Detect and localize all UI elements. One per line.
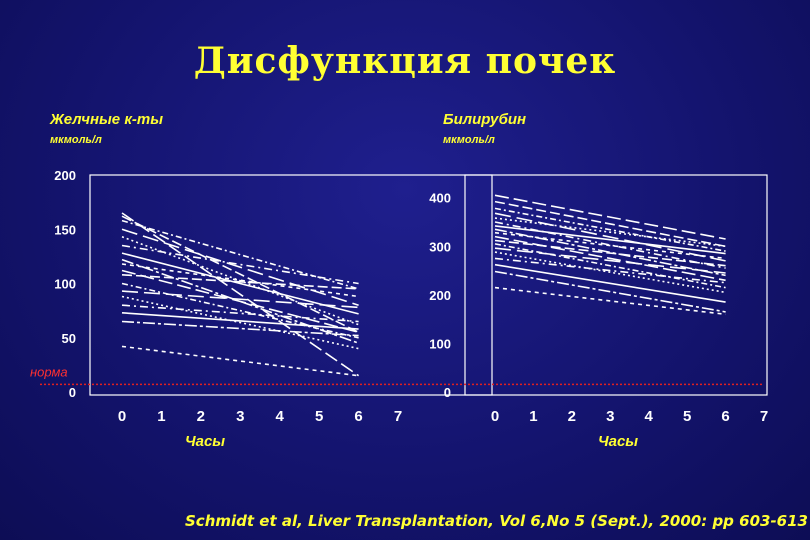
series-line [494, 243, 726, 289]
y-tick-label: 100 [429, 336, 451, 351]
series-line [121, 295, 359, 350]
x-tick-label: 0 [118, 408, 126, 425]
x-tick-label: 7 [760, 408, 768, 425]
series-line [494, 212, 726, 262]
y-tick-label: 400 [429, 191, 451, 206]
series-line [494, 270, 726, 313]
series-line [121, 252, 359, 315]
y-tick-label: 0 [69, 385, 76, 400]
x-tick-label: 5 [315, 408, 323, 425]
series-line [121, 269, 359, 334]
x-tick-label: 6 [721, 408, 729, 425]
x-tick-label: 1 [157, 408, 165, 425]
x-tick-label: 4 [276, 408, 285, 425]
series-line [494, 231, 726, 260]
panel-label: Билирубин [443, 111, 526, 128]
series-line [121, 274, 359, 290]
plot-frame [464, 174, 768, 396]
series-line [121, 290, 359, 309]
series-line [121, 215, 359, 334]
y-tick-label: 50 [62, 331, 76, 346]
series-line [121, 212, 360, 377]
series-line [494, 239, 726, 267]
series-line [494, 221, 726, 269]
chart-panel-1: Желчные к-ты мкмоль/л 0 50 100 150 200 0 1 2 3 4 5 6 7… [49, 111, 493, 450]
y-axis-unit: мкмоль/л [443, 134, 495, 146]
source-citation: Schmidt et al, Liver Transplantation, Vo… [185, 512, 808, 530]
series-line [121, 320, 359, 337]
x-tick-label: 1 [529, 408, 537, 425]
x-tick-label: 3 [606, 408, 614, 425]
series-line [121, 304, 359, 323]
series-line [121, 345, 359, 377]
y-axis-unit: мкмоль/л [50, 134, 102, 146]
norm-label: норма [30, 364, 68, 379]
x-axis-label: Часы [185, 433, 225, 450]
series-line [494, 263, 726, 303]
x-tick-label: 2 [197, 408, 205, 425]
series-line [121, 244, 359, 285]
x-tick-label: 5 [683, 408, 691, 425]
x-axis-label: Часы [598, 433, 638, 450]
series-line [121, 228, 359, 306]
series-line [494, 207, 726, 252]
y-tick-label: 150 [54, 222, 76, 237]
series-line [494, 257, 726, 284]
x-tick-label: 6 [354, 408, 362, 425]
series-line [494, 228, 726, 277]
series-line [494, 286, 726, 316]
series-line [494, 235, 726, 282]
y-tick-label: 100 [54, 277, 76, 292]
series-line [494, 200, 726, 248]
y-tick-label: 0 [444, 385, 451, 400]
series-line [494, 217, 726, 248]
series-line [121, 219, 359, 290]
y-tick-label: 200 [429, 288, 451, 303]
x-tick-label: 2 [568, 408, 576, 425]
chart-panel-2: Билирубин мкмоль/л 0 100 200 300 400 0 1 2 3 4 5 6 7 Ча… [429, 111, 768, 450]
series-line [494, 251, 726, 294]
y-tick-label: 200 [54, 168, 76, 183]
x-tick-label: 4 [645, 408, 654, 425]
page-title: Дисфункция почек [193, 40, 617, 82]
series-line [494, 194, 726, 240]
x-tick-label: 0 [491, 408, 499, 425]
plot-frame [89, 174, 493, 396]
series-line [494, 247, 726, 274]
series-line [121, 282, 359, 339]
panel-label: Желчные к-ты [49, 111, 163, 128]
series-line [494, 225, 726, 255]
x-tick-label: 3 [236, 408, 244, 425]
x-tick-label: 7 [394, 408, 402, 425]
series-line [121, 236, 359, 326]
series-line [121, 312, 359, 330]
y-tick-label: 300 [429, 239, 451, 254]
